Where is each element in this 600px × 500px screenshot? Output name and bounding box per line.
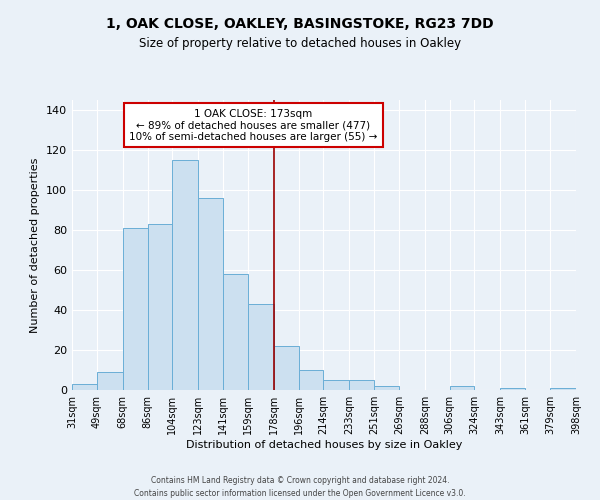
Bar (374, 386, 399, 390)
Text: 1, OAK CLOSE, OAKLEY, BASINGSTOKE, RG23 7DD: 1, OAK CLOSE, OAKLEY, BASINGSTOKE, RG23 … (106, 18, 494, 32)
Bar (97, 372, 123, 390)
Text: Size of property relative to detached houses in Oakley: Size of property relative to detached ho… (139, 38, 461, 51)
Text: 1 OAK CLOSE: 173sqm
← 89% of detached houses are smaller (477)
10% of semi-detac: 1 OAK CLOSE: 173sqm ← 89% of detached ho… (129, 108, 377, 142)
Bar (550, 388, 576, 390)
Bar (248, 304, 274, 390)
Text: Contains public sector information licensed under the Open Government Licence v3: Contains public sector information licen… (134, 489, 466, 498)
Bar (299, 370, 323, 390)
Bar (323, 380, 349, 390)
Bar (274, 346, 299, 390)
Bar (172, 160, 199, 390)
Bar (199, 198, 223, 390)
Y-axis label: Number of detached properties: Number of detached properties (31, 158, 40, 332)
Text: Contains HM Land Registry data © Crown copyright and database right 2024.: Contains HM Land Registry data © Crown c… (151, 476, 449, 485)
Bar (449, 386, 475, 390)
X-axis label: Distribution of detached houses by size in Oakley: Distribution of detached houses by size … (186, 440, 462, 450)
Bar (349, 380, 374, 390)
Bar (72, 384, 97, 390)
Bar (500, 388, 525, 390)
Bar (223, 274, 248, 390)
Bar (123, 228, 148, 390)
Bar (148, 224, 172, 390)
